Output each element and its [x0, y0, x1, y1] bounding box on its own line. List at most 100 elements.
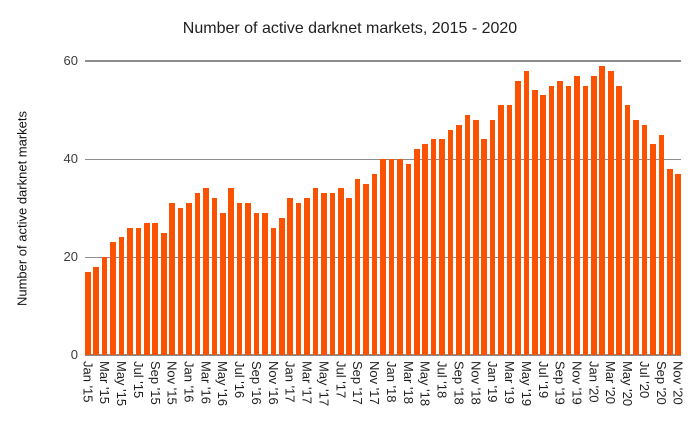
bar [548, 85, 555, 355]
bar [633, 119, 639, 355]
bar [624, 105, 631, 355]
bar [262, 212, 268, 355]
x-tick-label: Jul '18 [434, 361, 450, 399]
bar [481, 139, 487, 355]
x-tick-label: May '17 [316, 361, 332, 407]
bar [321, 193, 327, 355]
x-tick-label: Sep '18 [451, 361, 467, 405]
bar [236, 203, 243, 355]
bar [582, 85, 589, 355]
bar [93, 266, 100, 355]
x-tick-label: Nov '18 [468, 361, 484, 405]
bar [304, 198, 310, 355]
bar [439, 139, 445, 355]
x-tick-label: Sep '16 [248, 361, 264, 405]
gridline [85, 60, 681, 62]
chart-title: Number of active darknet markets, 2015 -… [182, 20, 518, 37]
x-tick-label: Jul '17 [333, 361, 349, 399]
bar [329, 193, 336, 355]
x-tick-label: Sep '17 [350, 361, 366, 405]
x-tick-label: Sep '15 [147, 361, 163, 405]
x-tick-label: Nov '16 [265, 361, 281, 405]
bar [253, 212, 260, 355]
bar [616, 85, 622, 355]
bar [219, 212, 226, 355]
bar [506, 105, 513, 355]
x-tick-label: Mar '19 [502, 361, 517, 404]
x-tick-label: May '20 [620, 361, 636, 407]
x-tick-label: Jan '15 [80, 361, 96, 403]
bar [607, 70, 614, 355]
bar [211, 198, 218, 355]
bar [127, 227, 133, 355]
bar [515, 80, 521, 355]
bar [85, 271, 91, 355]
x-tick-label: Sep '19 [552, 361, 568, 405]
bar [498, 105, 504, 355]
bar [144, 222, 150, 355]
bar [169, 203, 175, 355]
bar [591, 75, 597, 355]
bar [194, 193, 201, 355]
bar [447, 129, 454, 355]
bar [278, 217, 285, 355]
bar [160, 232, 167, 355]
bar [658, 134, 665, 355]
x-tick-label: Nov '20 [670, 361, 686, 405]
y-axis-title: Number of active darknet markets [14, 110, 30, 307]
x-tick-label: Jul '16 [232, 361, 248, 399]
bar [338, 188, 344, 355]
bar [363, 183, 369, 355]
bar [380, 159, 386, 355]
x-tick-label: May '19 [518, 361, 534, 407]
x-tick-label: Mar '20 [603, 361, 619, 404]
bar [101, 257, 108, 355]
bar [177, 208, 184, 355]
x-tick-label: Jan '18 [383, 361, 399, 403]
bar [464, 114, 471, 355]
bar [430, 139, 437, 355]
bar [666, 168, 673, 355]
bar [388, 159, 395, 355]
bar [152, 222, 159, 355]
x-tick-label: Mar '17 [299, 361, 315, 404]
bar [110, 242, 116, 355]
x-tick-label: May '16 [215, 361, 231, 407]
bar [565, 85, 572, 355]
x-tick-label: Jan '20 [586, 361, 602, 403]
y-tick-label: 20 [63, 249, 78, 264]
x-tick-label: Jan '19 [485, 361, 501, 403]
x-tick-label: Nov '15 [164, 361, 180, 405]
bar [532, 90, 538, 355]
bar [203, 188, 209, 355]
bar [371, 173, 378, 355]
bar [523, 70, 530, 355]
bar [557, 80, 563, 355]
bar [675, 173, 681, 355]
bar [295, 203, 302, 355]
y-tick-label: 60 [63, 53, 78, 68]
bar [186, 203, 192, 355]
bar [456, 124, 462, 355]
bar [135, 227, 142, 355]
bar [397, 159, 403, 355]
bar [118, 237, 125, 355]
bar [540, 95, 547, 355]
bar [312, 188, 319, 355]
x-tick-label: Jul '15 [130, 361, 146, 399]
x-tick-label: Mar '15 [97, 361, 113, 404]
gridline [85, 354, 681, 356]
plot-area [85, 60, 681, 356]
bar [354, 178, 361, 355]
y-tick-label: 0 [70, 347, 78, 362]
x-tick-label: May '18 [417, 361, 433, 407]
x-tick-label: Nov '17 [367, 361, 383, 405]
bar [405, 163, 412, 355]
bar [574, 75, 580, 355]
x-tick-label: Nov '19 [569, 361, 585, 405]
y-tick-label: 40 [63, 151, 78, 166]
x-tick-label: Jul '19 [535, 361, 551, 399]
bar [346, 198, 353, 355]
x-tick-label: Jan '16 [181, 361, 197, 403]
